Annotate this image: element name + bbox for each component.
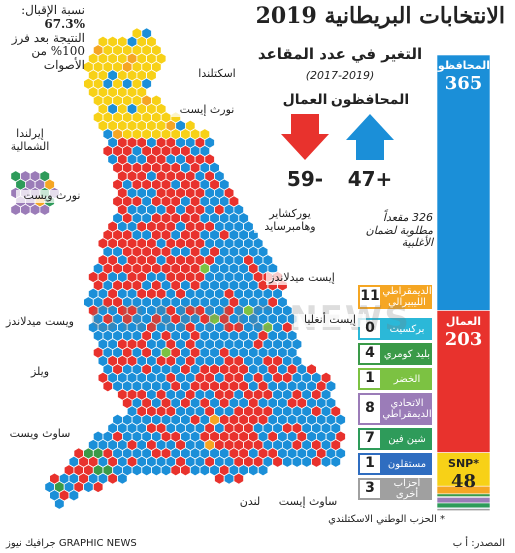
hex-seat [311,455,322,468]
legend-seats: 1 [365,455,375,471]
region-label: اسكتلندا [181,67,253,81]
legend-party: بركسيت [389,323,425,335]
hex-seat [68,489,80,502]
legend-party: بليد كومري [383,348,431,360]
hex-seat [301,455,312,468]
hex-seat [180,464,191,477]
change-period: (2017-2019) [305,69,375,82]
bar-party: *SNP [448,456,479,470]
hex-seat [107,472,118,485]
region-label: يوركشاير وهامبرسايد [254,207,326,234]
hex-seat [248,464,259,477]
title: الانتخابات البريطانية 2019 [255,3,505,29]
footnote: * الحزب الوطني الاسكتلندي [328,514,445,525]
hex-seat [160,464,172,477]
bar-seats: 203 [444,328,483,350]
hex-seat [39,203,50,216]
hex-seat [214,472,225,485]
region-label: إيست ميدلاندز [266,271,338,285]
turnout: 67.3% [44,16,85,31]
hex-seat [131,464,143,477]
hex-seat [117,472,128,485]
bar-seats: 48 [450,470,477,492]
hex-seat [170,464,182,477]
legend-seats: 0 [365,320,375,336]
legend-num-bg [360,287,380,307]
legend-party: أحزاب أخرى [393,478,421,500]
turnout-block: نسبة الإقبال: 67.3% النتيجة بعد فرز 100%… [1,3,85,73]
legend-num-bg [360,345,380,363]
hex-seat [20,203,31,216]
hex-seat [223,472,235,485]
legend-num-bg [360,455,380,473]
change-party: المحافظون [330,92,410,108]
hex-seat [29,203,41,216]
hex-seat [189,464,201,477]
hex-seat [92,480,104,494]
change-value: 59- [286,167,324,191]
change-party: العمال [282,92,328,108]
hex-seat [257,464,269,477]
seat-bar [436,508,491,512]
source: المصدر: أ ب [452,538,505,549]
hex-seat [330,455,342,468]
hex-seat [83,480,94,494]
region-label: إيرلندا الشمالية [0,127,66,154]
legend-party: شين فين [388,433,426,445]
legend-seats: 11 [360,288,380,304]
region-label: إيست أنغليا [294,313,366,327]
legend-num-bg [360,395,380,423]
region-label: ويست ميدلاندز [4,315,76,329]
region-label: ساوث ويست [4,427,76,441]
seat-bar [436,452,491,487]
legend-seats: 3 [365,480,375,496]
legend-party: الاتحادي الديمقراطي [382,398,432,420]
bar-party: المحافظون [428,59,490,72]
seat-bar [436,310,491,453]
region-label: ويلز [4,365,76,379]
region-label: ساوث إيست [272,495,344,509]
hex-seat [102,380,114,393]
legend-seats: 1 [365,370,375,386]
hex-seat [199,464,211,477]
hex-seat [320,455,332,468]
hex-seat [151,464,162,477]
credit: GRAPHIC NEWS جرافيك نيوز [6,538,137,549]
change-title: التغير في عدد المقاعد [257,45,423,63]
seat-bar [436,497,491,504]
seat-bar [436,493,491,497]
region-label: نورث ويست [16,189,88,203]
legend-seats: 7 [365,430,375,446]
legend-party: الخضر [393,373,421,385]
legend-num-bg [360,480,380,498]
legend-num-bg [360,370,380,388]
region-label: لندن [214,495,286,509]
turnout-label: نسبة الإقبال: [21,3,85,17]
region-label: نورث إيست [171,103,243,117]
legend-num-bg [360,430,380,448]
hex-seat [233,472,245,485]
legend-party: مستقلون [387,458,427,470]
legend-party: الديمقراطي الليبيرالي [382,286,432,308]
hex-seat [54,497,65,510]
majority-note: 326 مقعداً مطلوبة لضمان الأغلبية [365,211,433,250]
bar-seats: 365 [444,73,483,94]
seat-bar [436,502,491,509]
hex-seat [291,455,303,468]
down-arrow [281,114,329,160]
hex-seat [141,464,152,477]
count-note: النتيجة بعد فرز 100% من الأصوات [11,30,85,73]
hex-seat [10,203,21,216]
change-value: 47+ [347,167,393,191]
legend-seats: 4 [365,345,375,361]
up-arrow [346,114,394,160]
hex-seat [272,455,283,468]
legend-seats: 8 [365,400,375,416]
bar-party: العمال [445,314,482,328]
hex-seat [281,455,293,468]
